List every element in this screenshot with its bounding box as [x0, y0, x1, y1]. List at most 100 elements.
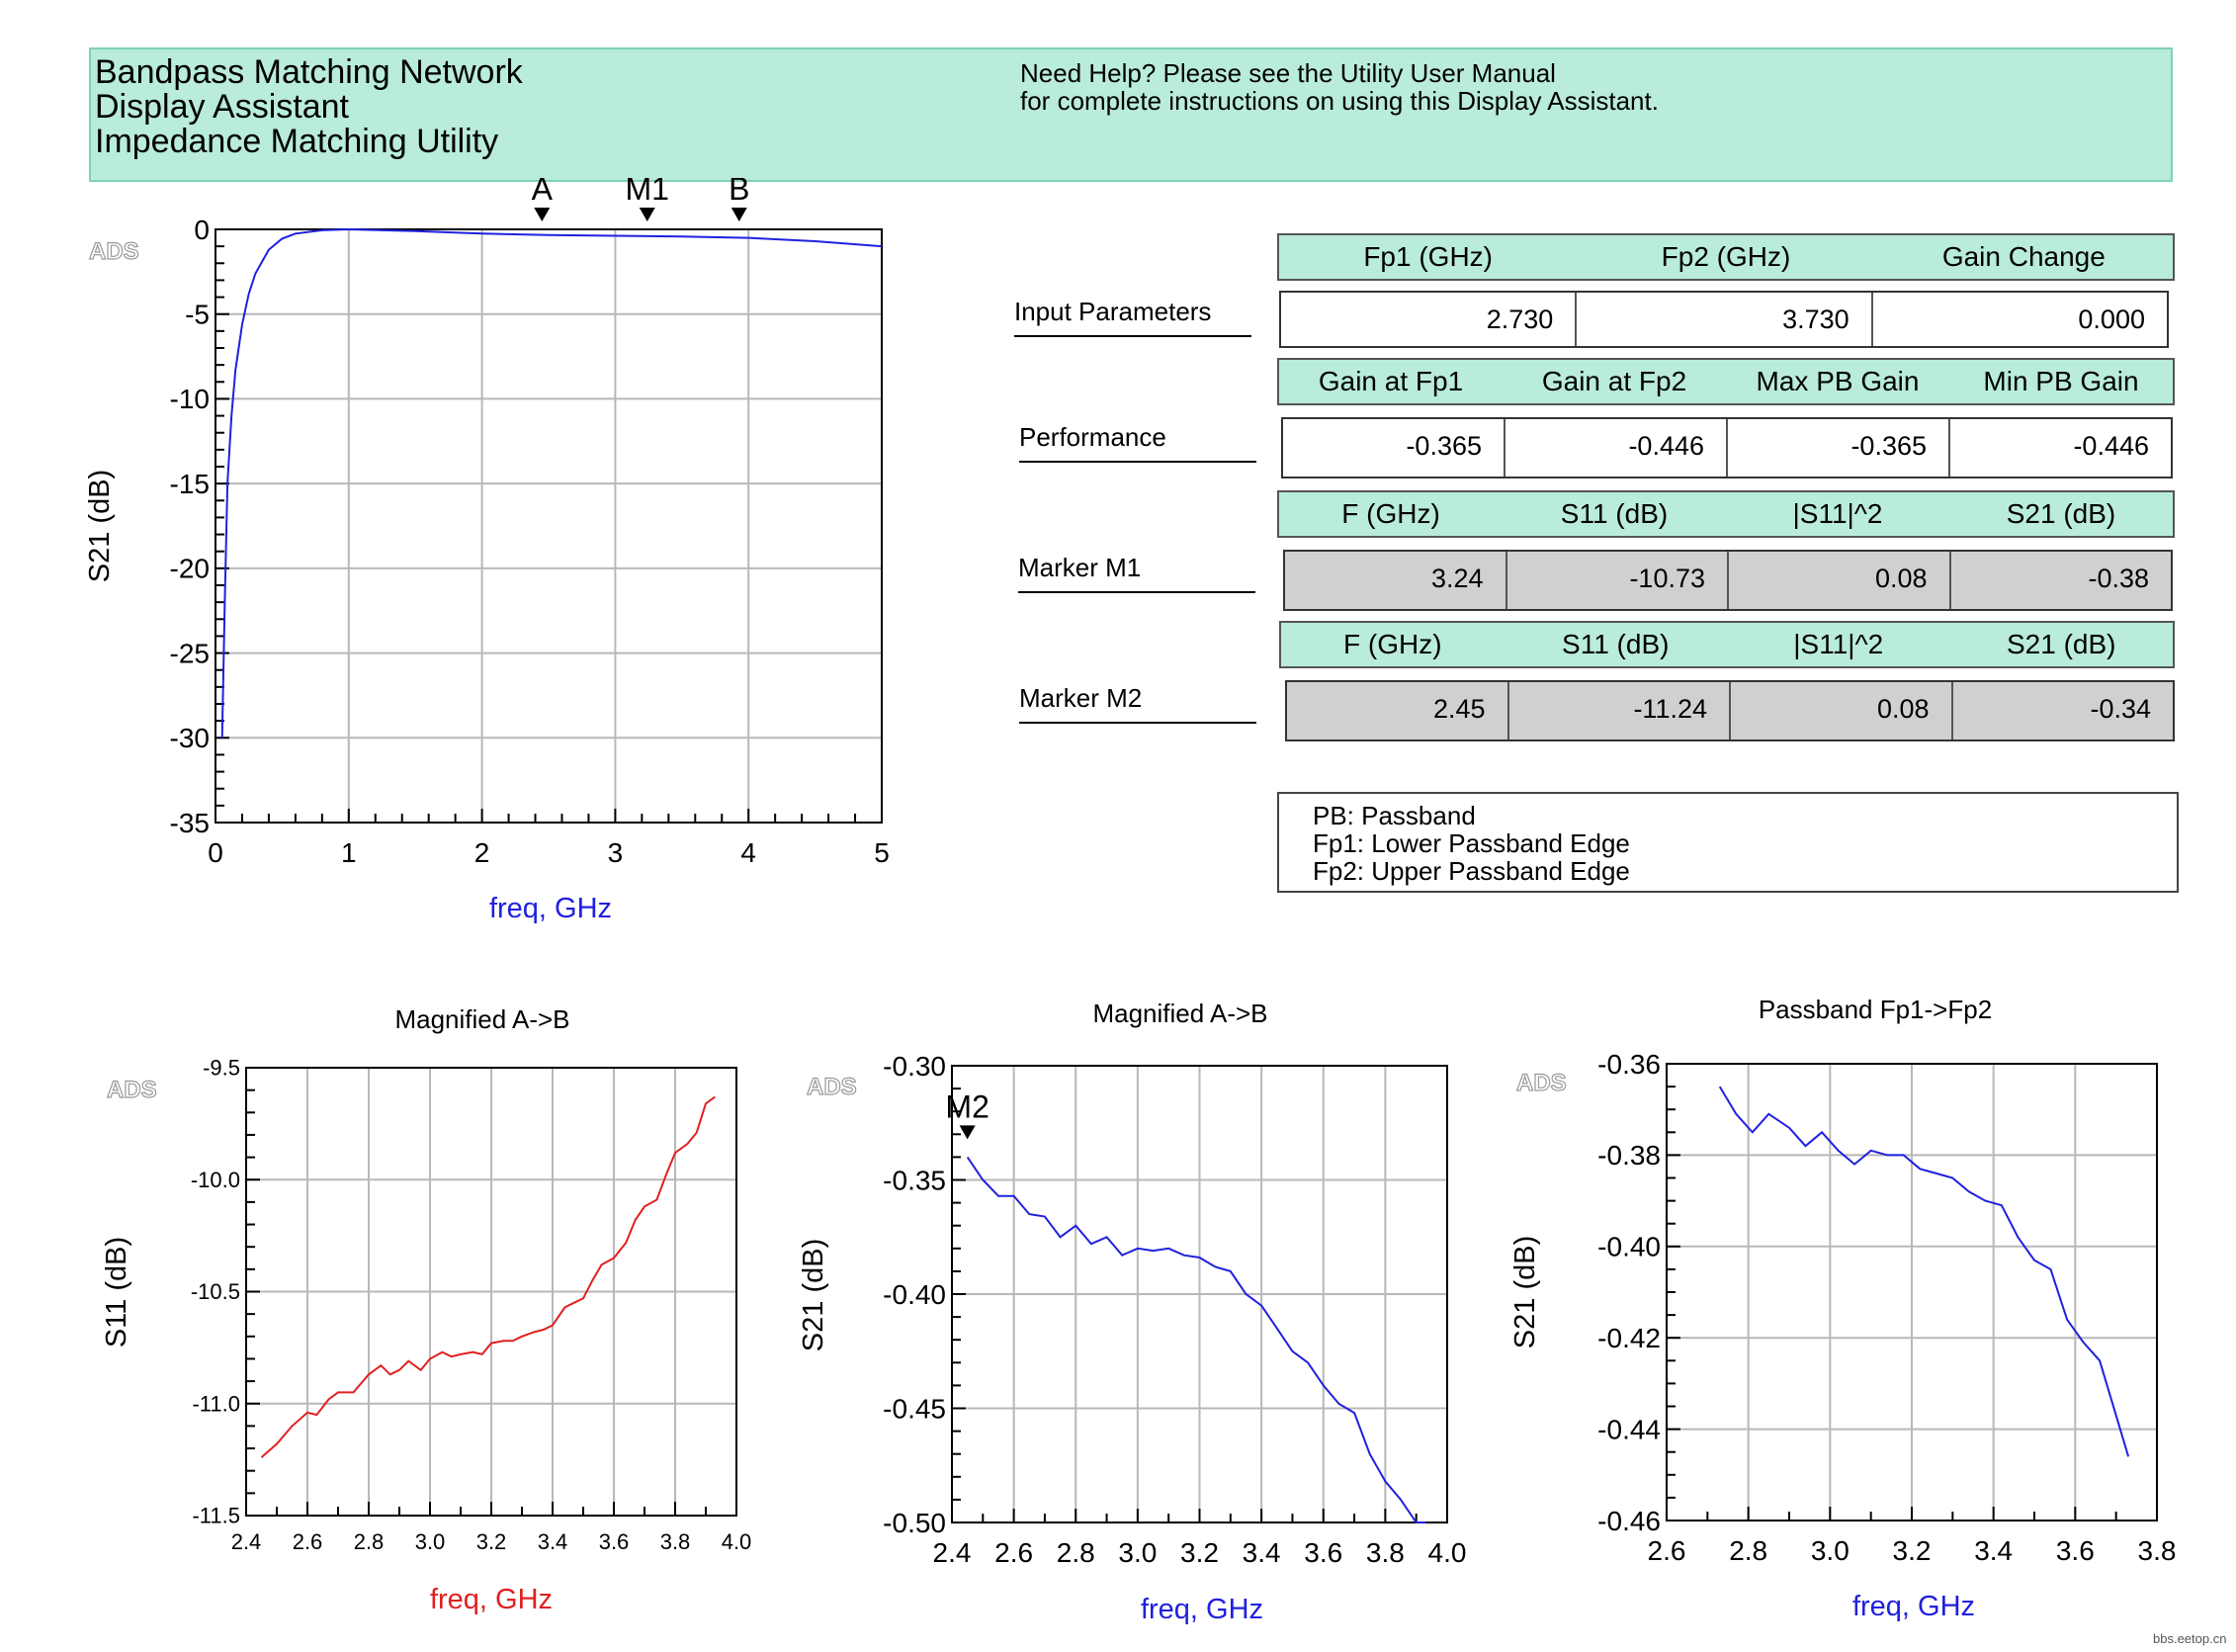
fp1-value[interactable]: 2.730	[1281, 293, 1578, 346]
marker-m2-label: Marker M2	[1019, 683, 1256, 724]
col-header: Gain at Fp1	[1318, 366, 1464, 396]
title-block: Bandpass Matching Network Display Assist…	[95, 55, 523, 159]
x-tick-label: 3.8	[660, 1529, 691, 1554]
gain-change-value[interactable]: 0.000	[2078, 304, 2145, 334]
table-cell: 0.08	[1731, 682, 1953, 739]
y-tick-label: -5	[185, 300, 210, 330]
table-cell: 0.08	[1729, 552, 1951, 609]
y-tick-label: -0.40	[883, 1279, 946, 1310]
plot-frame	[215, 228, 883, 824]
x-tick-label: 3	[608, 837, 624, 868]
x-tick-label: 3.0	[415, 1529, 446, 1554]
y-axis-label: S21 (dB)	[1509, 1236, 1541, 1348]
x-tick-label: 3.8	[2138, 1535, 2177, 1566]
col-header: Gain at Fp2	[1541, 366, 1687, 396]
col-header: Max PB Gain	[1756, 366, 1920, 396]
marker-triangle	[534, 208, 551, 221]
y-tick-label: -10.0	[191, 1168, 240, 1192]
x-tick-label: 3.4	[1974, 1535, 2013, 1566]
y-tick-label: -30	[170, 723, 210, 753]
y-tick-label: -0.40	[1597, 1232, 1661, 1262]
input-header-row: Fp1 (GHz) Fp2 (GHz) Gain Change	[1277, 233, 2175, 281]
x-tick-label: 0	[208, 837, 223, 868]
col-header: Fp1 (GHz)	[1363, 241, 1493, 272]
col-header: S21 (dB)	[2006, 498, 2116, 529]
s21-magnified-chart: 2.4 2.6 2.8 3.0 3.2 3.4 3.6 3.8 4.0 -0.30 -0.35 -0.…	[798, 999, 1467, 1625]
table-cell: 2.45	[1287, 682, 1509, 739]
watermark: bbs.eetop.cn	[2153, 1631, 2227, 1646]
table-cell: -0.446	[2073, 431, 2149, 461]
y-tick-label: -0.38	[1597, 1140, 1661, 1171]
m2-value-row: 2.45 -11.24 0.08 -0.34	[1285, 680, 2175, 741]
m2-header-row: F (GHz) S11 (dB) |S11|^2 S21 (dB)	[1279, 621, 2175, 668]
main-s21-chart: 0 1 2 3 4 5 0 -5 -10 -15 -20 -25 -30 -35 freq, GHz S21 …	[84, 178, 890, 924]
y-tick-label: -10	[170, 384, 210, 414]
y-tick-label: -15	[170, 469, 210, 499]
performance-value-row: -0.365 -0.446 -0.365 -0.446	[1281, 417, 2173, 478]
col-header: F (GHz)	[1341, 498, 1440, 529]
series-line	[260, 1095, 716, 1458]
m1-value-row: 3.24 -10.73 0.08 -0.38	[1283, 550, 2173, 611]
title-line: Impedance Matching Utility	[95, 123, 499, 160]
x-axis-label: freq, GHz	[1852, 1591, 1975, 1622]
y-tick-label: -0.44	[1597, 1414, 1661, 1444]
x-tick-label: 3.4	[538, 1529, 568, 1554]
x-tick-label: 4.0	[1428, 1537, 1467, 1568]
table-cell: 3.24	[1285, 552, 1507, 609]
table-cell: -10.73	[1507, 552, 1729, 609]
col-header: Gain Change	[1941, 241, 2106, 272]
marker-triangle	[639, 208, 655, 221]
y-tick-label: -0.50	[883, 1508, 946, 1538]
title-line: Bandpass Matching Network	[95, 53, 523, 91]
x-tick-label: 2.6	[994, 1537, 1033, 1568]
y-tick-label: -0.30	[883, 1051, 946, 1082]
series-line	[966, 1156, 1426, 1523]
ads-badge: ADS	[807, 1074, 857, 1100]
ads-badge: ADS	[107, 1077, 157, 1103]
marker-triangle	[731, 208, 747, 221]
col-header: F (GHz)	[1342, 629, 1442, 659]
x-tick-label: 3.0	[1118, 1537, 1157, 1568]
y-tick-label: -0.42	[1597, 1323, 1661, 1353]
col-header: Min PB Gain	[1983, 366, 2139, 396]
input-params-label: Input Parameters	[1014, 297, 1251, 337]
m1-header-row: F (GHz) S11 (dB) |S11|^2 S21 (dB)	[1277, 490, 2175, 538]
col-header: S21 (dB)	[2007, 629, 2116, 659]
col-header: S11 (dB)	[1562, 629, 1670, 659]
y-tick-label: 0	[194, 215, 210, 245]
marker-label: A	[532, 178, 554, 207]
col-header: S11 (dB)	[1560, 498, 1669, 529]
title-line: Display Assistant	[95, 88, 349, 126]
col-header: Fp2 (GHz)	[1661, 241, 1791, 272]
y-axis-label: S11 (dB)	[101, 1237, 132, 1348]
legend-line: Fp2: Upper Passband Edge	[1313, 856, 1630, 886]
x-tick-label: 2.8	[354, 1529, 385, 1554]
help-line: for complete instructions on using this …	[1020, 86, 1659, 116]
x-tick-label: 1	[341, 837, 357, 868]
x-tick-label: 2.4	[933, 1537, 972, 1568]
table-cell: -0.34	[2090, 694, 2151, 724]
table-cell: -0.446	[1505, 419, 1728, 477]
marker-m1-label: Marker M1	[1018, 553, 1255, 593]
y-tick-label: -11.5	[192, 1504, 240, 1528]
y-tick-label: -20	[170, 554, 210, 584]
x-tick-label: 2.6	[1648, 1535, 1686, 1566]
x-tick-label: 2.6	[293, 1529, 323, 1554]
x-tick-label: 2.4	[231, 1529, 262, 1554]
x-tick-label: 2	[474, 837, 490, 868]
legend-line: PB: Passband	[1313, 801, 1476, 830]
y-tick-label: -0.36	[1597, 1049, 1661, 1080]
x-tick-label: 3.8	[1366, 1537, 1405, 1568]
fp2-value[interactable]: 3.730	[1577, 293, 1873, 346]
x-tick-label: 3.2	[1893, 1535, 1932, 1566]
chart-title: Magnified A->B	[1092, 999, 1267, 1028]
x-tick-label: 3.6	[2056, 1535, 2095, 1566]
y-tick-label: -35	[170, 808, 210, 838]
chart-title: Passband Fp1->Fp2	[1759, 995, 1992, 1024]
x-tick-label: 2.8	[1057, 1537, 1095, 1568]
header-panel: Bandpass Matching Network Display Assist…	[89, 47, 2173, 182]
help-line: Need Help? Please see the Utility User M…	[1020, 58, 1556, 88]
marker-label: M2	[945, 1088, 989, 1124]
y-tick-label: -0.35	[883, 1165, 946, 1195]
s11-magnified-chart: 2.4 2.6 2.8 3.0 3.2 3.4 3.6 3.8 4.0 -9.5 -10.0 -10.…	[101, 1004, 751, 1615]
